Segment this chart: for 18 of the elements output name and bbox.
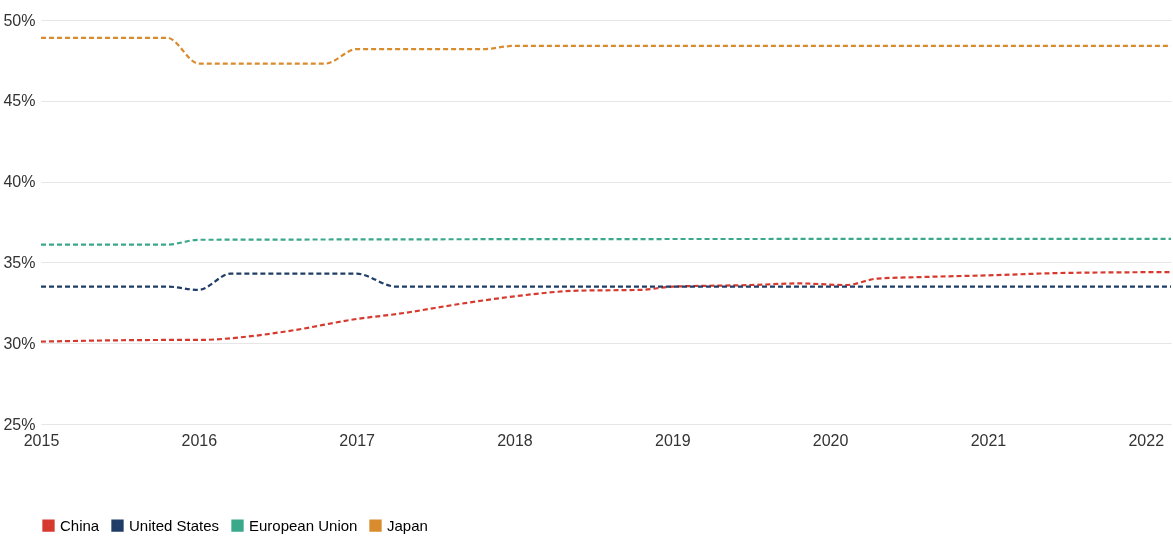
y-tick-label: 50% (3, 11, 36, 29)
x-tick-label: 2022 (1128, 431, 1165, 449)
y-tick-label: 35% (3, 253, 36, 271)
x-tick-label: 2021 (970, 431, 1007, 449)
x-tick-label: 2019 (654, 431, 691, 449)
y-tick-label: 40% (3, 173, 36, 191)
x-tick-label: 2017 (339, 431, 376, 449)
y-tick-label: 45% (3, 92, 36, 110)
x-tick-label: 2015 (23, 431, 60, 449)
x-tick-label: 2016 (181, 431, 218, 449)
legend-label: European Union (249, 516, 358, 534)
legend-label: United States (129, 516, 220, 534)
y-tick-label: 30% (3, 334, 36, 352)
x-tick-label: 2020 (812, 431, 849, 449)
legend-label: China (60, 516, 100, 534)
legend-label: Japan (387, 516, 428, 534)
x-tick-label: 2018 (497, 431, 533, 449)
y-tick-label: 25% (3, 415, 36, 433)
